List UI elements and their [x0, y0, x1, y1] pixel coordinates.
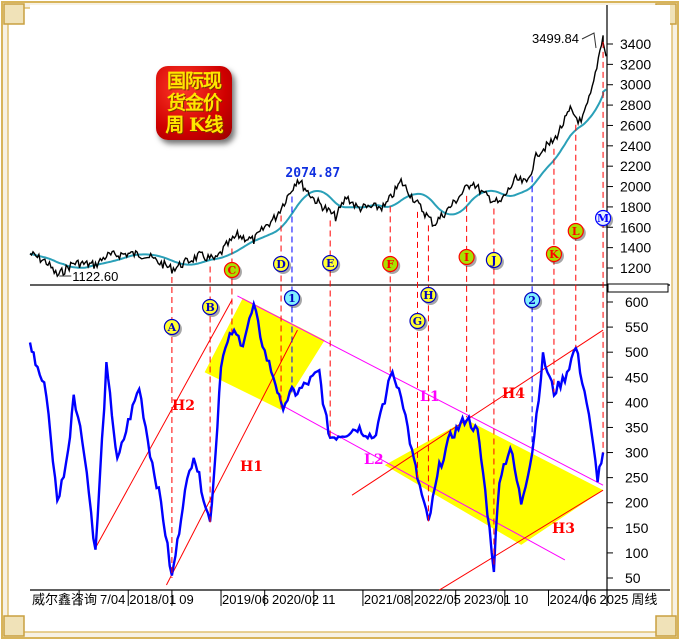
- upper-y-tick-label: 2000: [620, 179, 651, 195]
- oscillator-line: [28, 299, 605, 576]
- lower-y-tick-label: 250: [625, 470, 649, 486]
- x-tick-label: 2021/08: [364, 592, 411, 607]
- marker-bubble-A: [163, 318, 181, 336]
- channel-label-L1: L1: [420, 389, 440, 405]
- upper-y-tick-label: 2600: [620, 117, 651, 133]
- lower-y-tick-label: 100: [625, 545, 649, 561]
- upper-y-tick-label: 2400: [620, 138, 651, 154]
- x-tick-label: 11: [322, 592, 336, 607]
- lower-y-tick-label: 50: [625, 570, 641, 586]
- marker-bubble-M: [594, 209, 612, 227]
- marker-label-L: L: [572, 225, 580, 238]
- upper-y-tick-label: 1800: [620, 199, 651, 215]
- corner-ornament: [655, 615, 677, 637]
- lower-y-tick-label: 600: [625, 294, 649, 310]
- x-tick-label: 2023/01: [464, 592, 511, 607]
- upper-y-tick-label: 3000: [620, 77, 651, 93]
- channel-line-H2: [95, 299, 233, 549]
- marker-label-2: 2: [528, 294, 536, 307]
- lower-y-tick-label: 200: [625, 495, 649, 511]
- upper-y-tick-label: 2800: [620, 97, 651, 113]
- x-tick-label: 09: [179, 592, 193, 607]
- marker-label-I: I: [464, 251, 469, 264]
- logo-line-3: 周 K线: [165, 114, 223, 136]
- marker-bubble-1: [283, 289, 301, 307]
- high-annotation: 2074.87: [285, 166, 340, 181]
- channel-line-L1: [237, 295, 604, 486]
- marker-label-J: J: [490, 254, 496, 267]
- upper-y-tick-label: 3200: [620, 56, 651, 72]
- lower-y-tick-label: 300: [625, 445, 649, 461]
- upper-y-tick-label: 3400: [620, 36, 651, 52]
- marker-bubble-L: [567, 222, 584, 240]
- upper-y-tick-label: 1400: [620, 240, 651, 256]
- upper-y-tick-label: 1200: [620, 260, 651, 276]
- low-annotation: 1122.60: [72, 269, 118, 284]
- lower-y-tick-label: 500: [625, 344, 649, 360]
- marker-label-G: G: [413, 315, 422, 328]
- channel-line-H4: [351, 329, 604, 496]
- peak-annotation-leader: [581, 32, 597, 49]
- marker-bubble-F: [382, 255, 399, 273]
- x-tick-label: 2022/05: [414, 592, 461, 607]
- moving-average-line: [29, 88, 607, 269]
- marker-bubble-H: [420, 286, 437, 304]
- logo-line-2: 货金价: [166, 92, 222, 114]
- axis-box: [607, 283, 669, 293]
- lower-y-tick-label: 550: [625, 319, 649, 335]
- chart-logo: 国际现 货金价 周 K线: [156, 66, 232, 140]
- channel-label-H1: H1: [240, 459, 263, 475]
- marker-bubble-D: [272, 255, 290, 273]
- x-tick-label: 7/04: [100, 592, 125, 607]
- channel-label-H4: H4: [502, 386, 525, 402]
- marker-label-A: A: [167, 321, 177, 334]
- corner-ornament: [3, 3, 25, 25]
- channel-line-H1: [166, 329, 298, 586]
- logo-line-1: 国际现: [166, 70, 222, 92]
- marker-label-D: D: [276, 258, 286, 271]
- lower-y-tick-label: 150: [625, 520, 649, 536]
- marker-bubble-K: [545, 245, 563, 263]
- marker-label-H: H: [423, 289, 433, 302]
- channel-line-H3: [439, 489, 604, 591]
- channel-label-H2: H2: [172, 398, 195, 414]
- marker-label-C: C: [228, 264, 237, 277]
- marker-bubble-C: [223, 261, 241, 279]
- marker-bubble-J: [485, 251, 503, 269]
- marker-bubble-I: [458, 248, 475, 266]
- upper-y-tick-label: 2200: [620, 158, 651, 174]
- lower-y-tick-label: 400: [625, 394, 649, 410]
- source-label: 威尔鑫咨询: [32, 592, 97, 607]
- lower-y-tick-label: 350: [625, 419, 649, 435]
- x-tick-label: 10: [514, 592, 528, 607]
- marker-label-1: 1: [288, 292, 296, 305]
- channel-label-L2: L2: [364, 452, 384, 468]
- corner-ornament: [3, 615, 25, 637]
- marker-bubble-G: [409, 312, 426, 330]
- marker-label-F: F: [386, 258, 394, 271]
- channel-label-H3: H3: [552, 521, 575, 537]
- x-tick-label: 2024/06: [549, 592, 596, 607]
- x-tick-label: 2019/06: [222, 592, 269, 607]
- marker-label-K: K: [549, 248, 559, 261]
- peak-annotation: 3499.84: [532, 31, 579, 46]
- x-tick-label: 2018/01: [129, 592, 176, 607]
- lower-y-tick-label: 450: [625, 369, 649, 385]
- marker-label-B: B: [205, 301, 214, 314]
- price-line: [29, 35, 607, 278]
- x-tick-label: 2020/02: [272, 592, 319, 607]
- marker-bubble-B: [202, 298, 219, 316]
- period-label: 周线: [631, 592, 657, 607]
- x-tick-label: 2025: [599, 592, 628, 607]
- marker-bubble-E: [322, 254, 339, 272]
- marker-label-E: E: [326, 257, 334, 270]
- upper-y-tick-label: 1600: [620, 219, 651, 235]
- marker-bubble-2: [524, 291, 541, 309]
- marker-label-M: M: [597, 212, 609, 225]
